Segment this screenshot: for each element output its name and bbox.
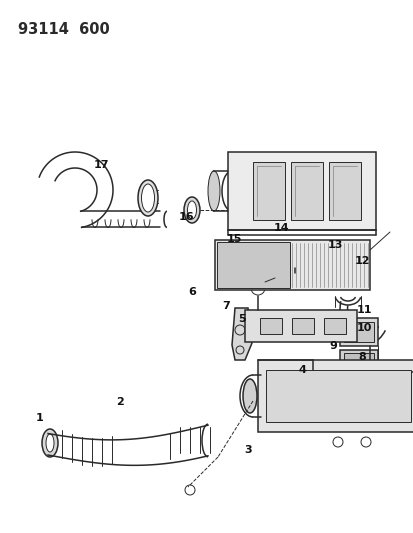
Bar (216, 242, 289, 288)
Bar (343, 322, 373, 342)
Bar (252, 162, 284, 220)
Ellipse shape (242, 379, 256, 413)
Circle shape (257, 246, 260, 249)
Text: 9: 9 (328, 342, 337, 351)
Ellipse shape (141, 184, 154, 212)
Bar (266, 370, 410, 422)
Circle shape (257, 264, 260, 268)
Circle shape (275, 264, 278, 268)
Text: 8: 8 (358, 352, 365, 362)
Text: 1: 1 (36, 414, 43, 423)
Circle shape (239, 264, 242, 268)
Circle shape (230, 246, 233, 249)
Text: 5: 5 (238, 314, 245, 324)
Bar (339, 350, 377, 372)
Circle shape (230, 264, 233, 268)
Text: 93114  600: 93114 600 (18, 22, 109, 37)
Bar (244, 310, 356, 342)
Bar (214, 240, 369, 290)
Circle shape (221, 273, 224, 277)
Text: 6: 6 (188, 287, 196, 297)
Text: 16: 16 (178, 213, 194, 222)
Polygon shape (231, 308, 252, 360)
Text: 15: 15 (225, 234, 241, 244)
Circle shape (266, 264, 269, 268)
Circle shape (230, 273, 233, 277)
Circle shape (257, 255, 260, 259)
Circle shape (266, 246, 269, 249)
Ellipse shape (138, 180, 158, 216)
Bar (259, 318, 281, 334)
Circle shape (284, 246, 287, 249)
Circle shape (248, 264, 251, 268)
Circle shape (284, 255, 287, 259)
Ellipse shape (46, 434, 54, 452)
Circle shape (221, 264, 224, 268)
Text: 17: 17 (93, 160, 109, 170)
Ellipse shape (183, 197, 199, 223)
Bar (257, 360, 413, 432)
Text: 11: 11 (356, 305, 371, 315)
Bar (323, 318, 345, 334)
Bar (343, 353, 373, 369)
Bar (290, 162, 322, 220)
Circle shape (230, 255, 233, 259)
Circle shape (248, 273, 251, 277)
Circle shape (266, 255, 269, 259)
Ellipse shape (207, 171, 219, 211)
Circle shape (284, 273, 287, 277)
Text: 7: 7 (221, 302, 229, 311)
Circle shape (275, 246, 278, 249)
Circle shape (221, 246, 224, 249)
Text: 4: 4 (297, 366, 306, 375)
Circle shape (239, 246, 242, 249)
Text: 12: 12 (354, 256, 369, 266)
Circle shape (248, 255, 251, 259)
Circle shape (239, 273, 242, 277)
Circle shape (248, 246, 251, 249)
Bar (339, 318, 377, 346)
Circle shape (266, 273, 269, 277)
Text: 13: 13 (327, 240, 342, 250)
Text: 3: 3 (244, 446, 252, 455)
Text: 2: 2 (116, 398, 123, 407)
Text: 10: 10 (356, 323, 371, 333)
Ellipse shape (187, 201, 196, 219)
Bar (328, 162, 360, 220)
Circle shape (284, 264, 287, 268)
Circle shape (239, 255, 242, 259)
Circle shape (221, 255, 224, 259)
Circle shape (275, 273, 278, 277)
Text: 14: 14 (273, 223, 289, 233)
Bar (291, 318, 313, 334)
Ellipse shape (42, 429, 58, 457)
Circle shape (257, 273, 260, 277)
Circle shape (275, 255, 278, 259)
Bar (228, 152, 375, 230)
